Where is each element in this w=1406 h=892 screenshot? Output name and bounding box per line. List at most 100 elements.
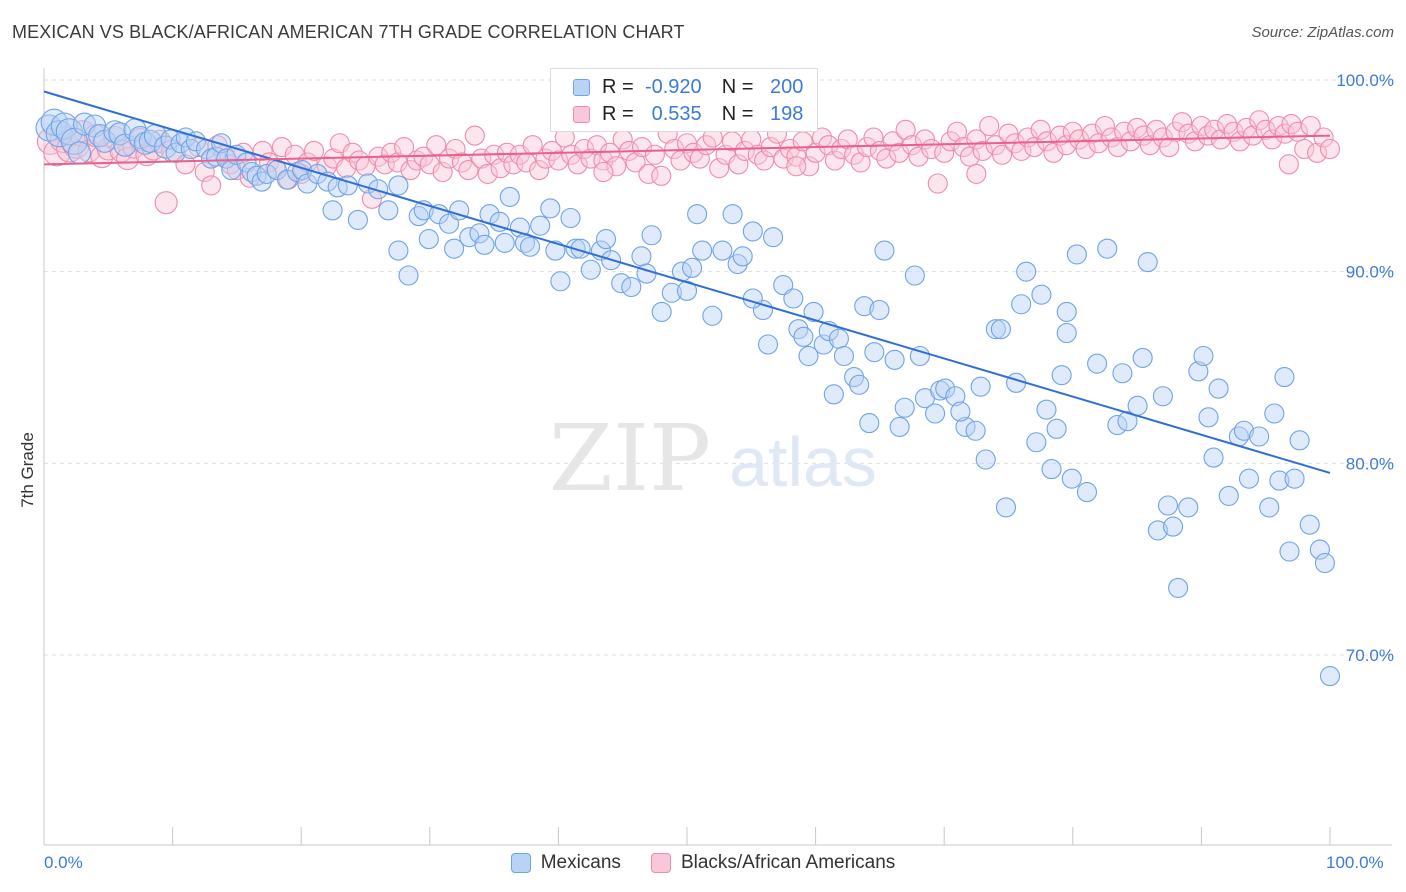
data-point [702,305,723,326]
data-point [50,112,78,140]
data-point [763,227,784,248]
data-point [732,246,753,267]
data-point [1036,399,1057,420]
data-point [1284,468,1305,489]
data-point [1046,418,1067,439]
data-point [368,179,389,200]
data-point [1188,361,1209,382]
data-point [464,125,485,146]
data-point [1137,252,1158,273]
data-point [593,161,614,183]
data-point [1178,497,1199,518]
data-point [1117,411,1138,432]
data-point [1016,261,1037,282]
data-point [864,342,885,363]
data-point [909,345,930,367]
data-point [927,173,948,194]
legend-n-value: 200 [770,75,804,98]
x-axis-max-label: 100.0% [1326,853,1384,872]
data-point [1069,129,1090,150]
data-point [692,240,713,261]
legend-row-mexicans: R = -0.920 N = 200 [573,74,803,100]
legend-swatch-blacks [650,853,671,873]
data-point [322,200,343,221]
data-point [1218,485,1239,506]
data-point [947,121,968,142]
data-point [683,142,704,163]
data-point [1249,426,1270,447]
data-point [1208,378,1229,399]
data-point [874,240,895,261]
data-point [889,142,910,163]
data-point [1011,140,1032,161]
data-point [894,397,915,418]
data-point [580,148,601,169]
data-point [1075,138,1096,160]
data-point [884,349,905,370]
data-point [1088,133,1109,154]
legend-label-mexicans: Mexicans [540,852,621,873]
data-point [1299,514,1320,535]
data-point [1264,403,1285,424]
data-point [1162,516,1184,537]
data-point [489,211,510,232]
data-point [823,384,844,405]
legend-r-value: -0.920 [644,75,702,98]
data-point [1152,127,1173,148]
data-point [908,146,929,167]
data-point [895,119,916,140]
data-point [631,246,652,267]
data-point [349,150,370,171]
data-point [849,374,870,395]
data-point [965,420,986,441]
data-point [490,158,511,179]
data-point [955,416,976,437]
data-point [1184,131,1206,152]
x-axis-min-label: 0.0% [44,853,83,872]
data-point [651,165,672,186]
data-point [1094,115,1115,137]
data-point [1120,131,1141,152]
y-tick-label: 70.0% [1346,646,1394,665]
data-point [970,376,991,397]
data-point [940,131,961,152]
data-point [522,135,543,156]
data-point [773,275,794,296]
data-point [304,140,325,161]
data-point [1223,121,1244,142]
data-point [1274,123,1296,144]
data-point [709,158,730,179]
data-point [757,334,779,355]
data-point [499,186,520,207]
legend-item-mexicans[interactable]: Mexicans [510,852,621,874]
watermark-zip: ZIP [549,405,711,512]
data-point [798,345,819,367]
data-point [824,150,845,171]
data-point [388,175,409,196]
data-point [1172,112,1193,133]
data-point [1041,459,1062,480]
legend-item-blacks[interactable]: Blacks/African Americans [650,852,895,874]
data-point [185,131,206,152]
data-point [55,118,83,146]
data-point [418,229,439,250]
data-point [876,148,897,169]
data-point [1112,363,1133,384]
data-point [586,135,608,156]
data-point [1147,520,1168,541]
data-point [595,229,617,250]
data-point [108,122,132,146]
data-point [651,301,672,322]
data-point [1255,119,1276,140]
data-point [67,141,91,165]
data-point [1307,142,1328,163]
data-point [1031,284,1052,305]
data-point [979,115,1000,137]
data-point [1049,125,1070,146]
data-point [1278,154,1299,175]
data-point [236,152,257,173]
data-point [959,146,980,167]
data-point [1056,301,1077,322]
legend-swatch-pink [573,105,590,123]
